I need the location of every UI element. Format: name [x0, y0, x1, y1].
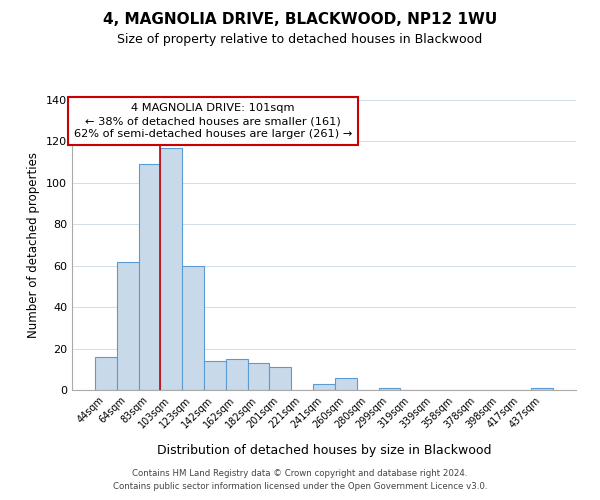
- Bar: [117, 262, 139, 390]
- Text: 4 MAGNOLIA DRIVE: 101sqm
← 38% of detached houses are smaller (161)
62% of semi-: 4 MAGNOLIA DRIVE: 101sqm ← 38% of detach…: [74, 103, 352, 140]
- Bar: [379, 388, 400, 390]
- X-axis label: Distribution of detached houses by size in Blackwood: Distribution of detached houses by size …: [157, 444, 491, 456]
- Bar: [226, 359, 248, 390]
- Bar: [139, 164, 160, 390]
- Text: Contains HM Land Registry data © Crown copyright and database right 2024.: Contains HM Land Registry data © Crown c…: [132, 468, 468, 477]
- Bar: [248, 363, 269, 390]
- Bar: [335, 378, 357, 390]
- Bar: [182, 266, 204, 390]
- Bar: [531, 388, 553, 390]
- Text: Contains public sector information licensed under the Open Government Licence v3: Contains public sector information licen…: [113, 482, 487, 491]
- Bar: [269, 367, 291, 390]
- Bar: [95, 357, 117, 390]
- Text: Size of property relative to detached houses in Blackwood: Size of property relative to detached ho…: [118, 32, 482, 46]
- Bar: [160, 148, 182, 390]
- Text: 4, MAGNOLIA DRIVE, BLACKWOOD, NP12 1WU: 4, MAGNOLIA DRIVE, BLACKWOOD, NP12 1WU: [103, 12, 497, 28]
- Bar: [204, 361, 226, 390]
- Y-axis label: Number of detached properties: Number of detached properties: [28, 152, 40, 338]
- Bar: [313, 384, 335, 390]
